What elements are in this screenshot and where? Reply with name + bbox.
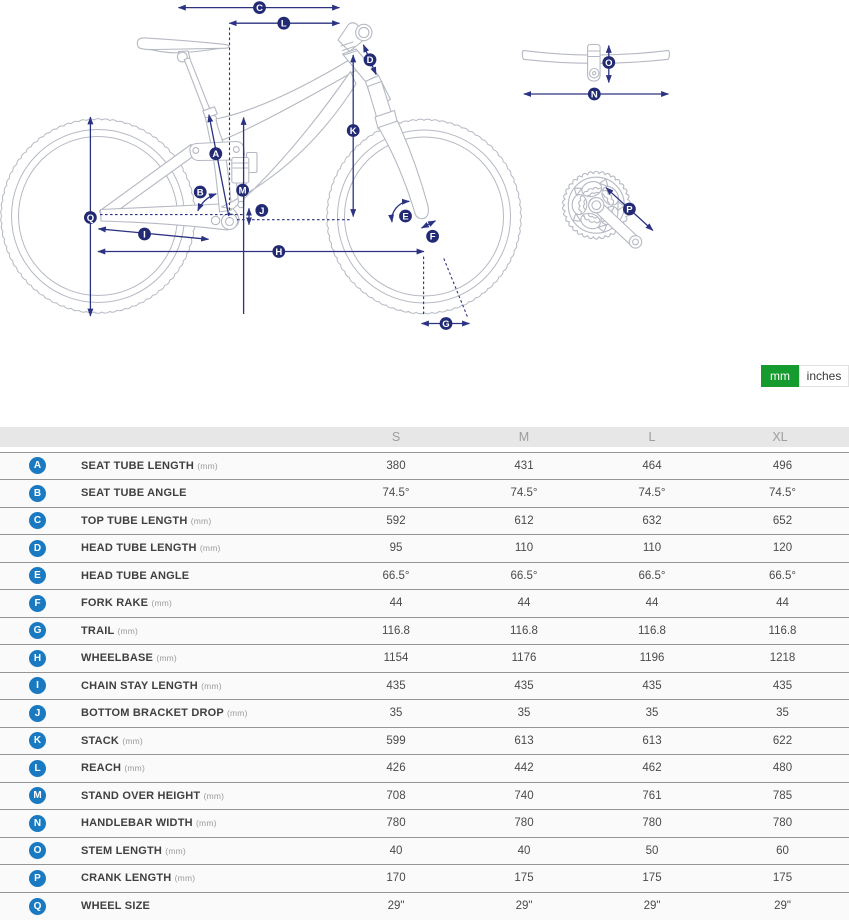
svg-text:O: O bbox=[605, 58, 612, 69]
svg-text:L: L bbox=[281, 19, 287, 30]
svg-text:D: D bbox=[367, 55, 374, 66]
svg-text:M: M bbox=[239, 186, 247, 197]
svg-text:H: H bbox=[275, 247, 282, 258]
svg-text:F: F bbox=[430, 232, 436, 243]
svg-text:K: K bbox=[350, 126, 357, 137]
svg-text:Q: Q bbox=[87, 213, 94, 224]
svg-text:N: N bbox=[591, 89, 598, 100]
svg-text:G: G bbox=[442, 319, 449, 330]
svg-text:J: J bbox=[259, 206, 264, 217]
svg-text:I: I bbox=[143, 229, 146, 240]
svg-text:C: C bbox=[256, 3, 263, 14]
svg-text:P: P bbox=[626, 204, 633, 215]
svg-text:E: E bbox=[402, 211, 408, 222]
svg-text:A: A bbox=[212, 149, 219, 160]
svg-text:B: B bbox=[197, 187, 204, 198]
